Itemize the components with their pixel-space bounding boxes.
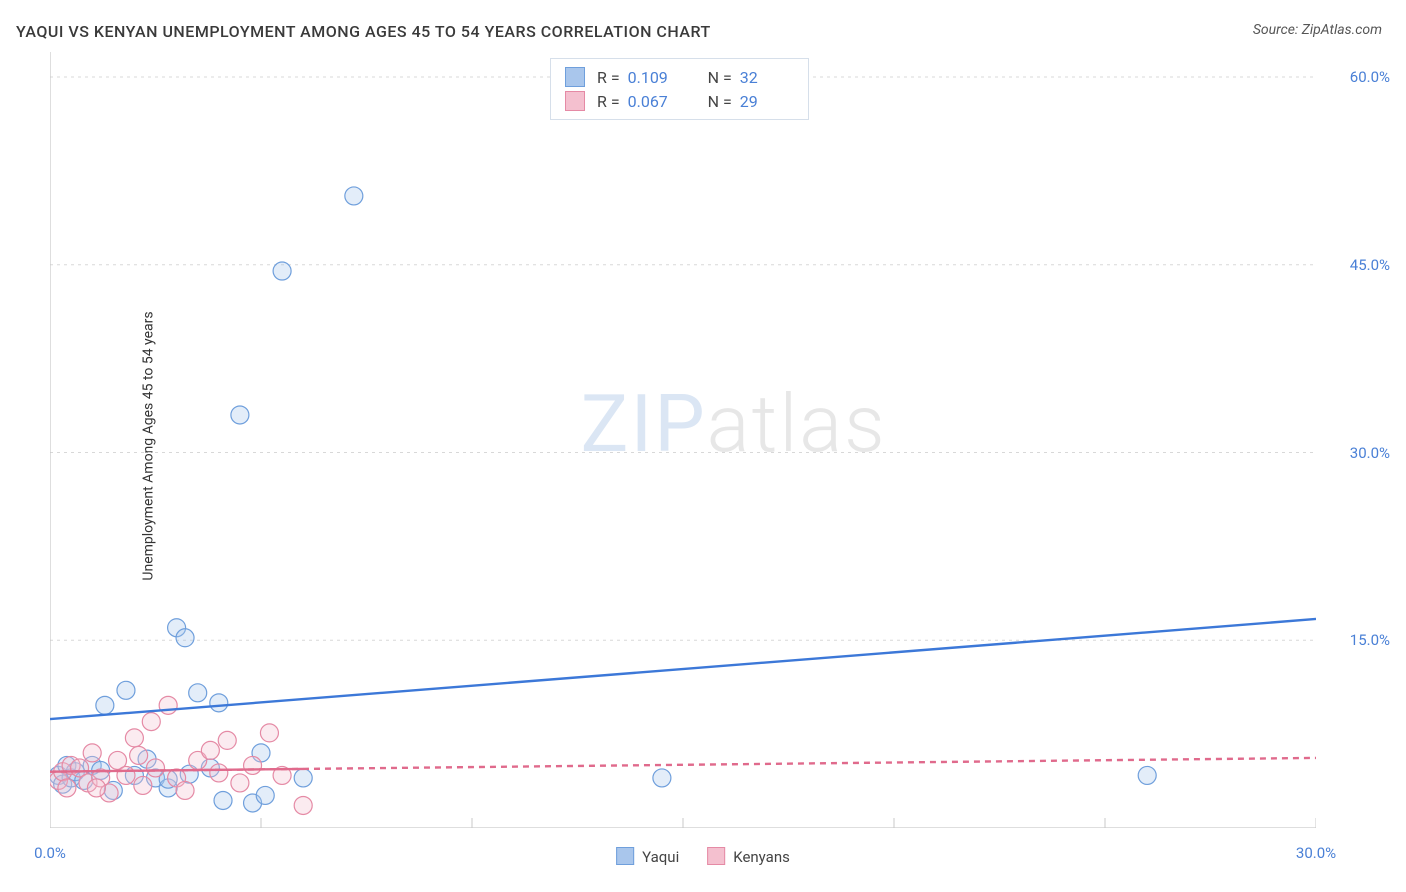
n-label: N = <box>708 92 732 111</box>
scatter-chart <box>50 52 1316 828</box>
r-label: R = <box>597 92 620 111</box>
series-legend: Yaqui Kenyans <box>616 847 790 866</box>
legend-swatch <box>565 91 585 111</box>
correlation-legend: R = 0.109 N = 32 R = 0.067 N = 29 <box>550 58 809 120</box>
chart-title: YAQUI VS KENYAN UNEMPLOYMENT AMONG AGES … <box>16 22 711 41</box>
r-value: 0.067 <box>628 92 682 111</box>
correlation-row: R = 0.109 N = 32 <box>565 65 794 89</box>
n-value: 32 <box>740 68 794 87</box>
x-tick-label: 30.0% <box>1296 844 1336 862</box>
n-value: 29 <box>740 92 794 111</box>
x-tick-label: 0.0% <box>34 844 66 862</box>
legend-swatch <box>616 847 634 865</box>
legend-item: Yaqui <box>616 847 679 866</box>
source-attribution: Source: ZipAtlas.com <box>1253 22 1382 38</box>
legend-item: Kenyans <box>707 847 790 866</box>
legend-swatch <box>565 67 585 87</box>
r-value: 0.109 <box>628 68 682 87</box>
y-tick-label: 45.0% <box>1350 256 1390 274</box>
y-tick-label: 30.0% <box>1350 444 1390 462</box>
y-tick-label: 60.0% <box>1350 68 1390 86</box>
plot-area: ZIPatlas <box>50 52 1316 828</box>
legend-swatch <box>707 847 725 865</box>
correlation-row: R = 0.067 N = 29 <box>565 89 794 113</box>
r-label: R = <box>597 68 620 87</box>
y-tick-label: 15.0% <box>1350 631 1390 649</box>
n-label: N = <box>708 68 732 87</box>
